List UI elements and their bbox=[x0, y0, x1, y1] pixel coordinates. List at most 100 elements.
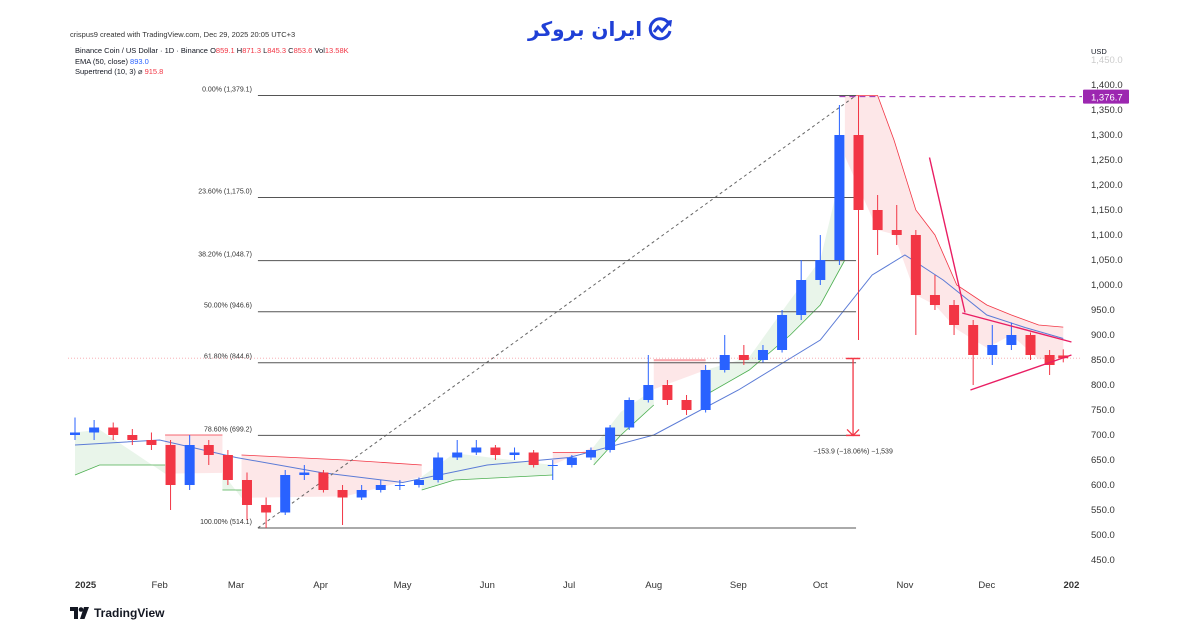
supertrend-line-3 bbox=[241, 454, 422, 466]
candle-body bbox=[929, 295, 940, 305]
price-tick-label: 700.0 bbox=[1091, 430, 1115, 441]
candle-body bbox=[127, 435, 138, 440]
close-label: C bbox=[288, 46, 294, 55]
candle-body bbox=[700, 370, 711, 410]
fib-level-label: 38.20% (1,048.7) bbox=[198, 252, 252, 259]
candle-body bbox=[910, 235, 921, 295]
supertrend-row[interactable]: Supertrend (10, 3) ⌀ 915.8 bbox=[75, 67, 349, 78]
price-tick-label: 500.0 bbox=[1091, 530, 1115, 541]
supertrend-fill-9 bbox=[844, 95, 1064, 360]
candle-body bbox=[528, 452, 539, 465]
ema-value: 893.0 bbox=[130, 56, 149, 66]
price-tick-label: 650.0 bbox=[1091, 455, 1115, 466]
time-tick-label: Dec bbox=[978, 580, 995, 591]
supertrend-line-9 bbox=[844, 95, 1064, 328]
fib-level-label: 61.80% (844.6) bbox=[204, 354, 252, 361]
price-tick-label: 550.0 bbox=[1091, 505, 1115, 516]
candle-body bbox=[184, 445, 195, 485]
candle-body bbox=[1006, 335, 1017, 345]
price-tick-label: 850.0 bbox=[1091, 355, 1115, 366]
open-label: O bbox=[210, 46, 216, 55]
candle-body bbox=[394, 485, 405, 486]
price-tick-label: 1,300.0 bbox=[1091, 130, 1123, 141]
ema-row[interactable]: EMA (50, close) 893.0 bbox=[75, 57, 349, 68]
candle-body bbox=[643, 385, 654, 400]
supertrend-label: Supertrend (10, 3) bbox=[75, 67, 136, 76]
candle-body bbox=[547, 465, 558, 466]
candle-body bbox=[719, 355, 730, 370]
currency-label[interactable]: USD bbox=[1091, 47, 1107, 56]
candle-body bbox=[585, 450, 596, 458]
candle-body bbox=[413, 480, 424, 485]
tradingview-icon bbox=[70, 607, 89, 619]
time-tick-label: Aug bbox=[645, 580, 662, 591]
candle-body bbox=[108, 427, 119, 435]
supertrend-fill-3 bbox=[241, 455, 422, 498]
price-axis[interactable] bbox=[1080, 40, 1136, 600]
low-value: 845.3 bbox=[267, 46, 287, 55]
candle-body bbox=[949, 305, 960, 325]
fib-level-label: 78.60% (699.2) bbox=[204, 426, 252, 433]
price-tick-label: 1,450.0 bbox=[1091, 55, 1123, 66]
time-tick-label: Mar bbox=[228, 580, 244, 591]
candle-body bbox=[605, 427, 616, 450]
supertrend-line-8 bbox=[705, 259, 846, 396]
candle-body bbox=[509, 452, 520, 455]
candle-body bbox=[280, 475, 291, 513]
candle-body bbox=[490, 447, 501, 455]
price-tick-label: 900.0 bbox=[1091, 330, 1115, 341]
trendline-triangle-upper bbox=[962, 312, 1072, 343]
symbol-name[interactable]: Binance Coin / US Dollar · 1D · Binance bbox=[75, 46, 208, 55]
candle-body bbox=[681, 400, 692, 410]
candle-body bbox=[1044, 355, 1055, 365]
fib-level-label: 0.00% (1,379.1) bbox=[202, 86, 252, 93]
candle-body bbox=[1025, 335, 1036, 355]
chart-credit: crispus9 created with TradingView.com, D… bbox=[70, 30, 296, 39]
supertrend-symbol: ⌀ bbox=[137, 67, 143, 76]
price-tick-label: 1,250.0 bbox=[1091, 155, 1123, 166]
ema-label: EMA (50, close) bbox=[75, 56, 128, 66]
candle-body bbox=[796, 280, 807, 315]
open-value: 859.1 bbox=[215, 46, 235, 55]
price-tick-label: 600.0 bbox=[1091, 480, 1115, 491]
candle-body bbox=[815, 260, 826, 280]
time-tick-label: Nov bbox=[896, 580, 913, 591]
candle-body bbox=[471, 447, 482, 453]
supertrend-fill-7 bbox=[653, 360, 706, 390]
logo-text: ایران بروکر bbox=[528, 17, 643, 41]
fib-level-label: 23.60% (1,175.0) bbox=[198, 189, 252, 196]
price-tick-label: 1,200.0 bbox=[1091, 180, 1123, 191]
chart-trend-circle-icon bbox=[648, 17, 673, 41]
time-tick-label: 2025 bbox=[75, 580, 97, 591]
candle-body bbox=[662, 385, 673, 400]
price-tick-label: 1,350.0 bbox=[1091, 105, 1123, 116]
price-tick-label: 450.0 bbox=[1091, 555, 1115, 566]
candle-body bbox=[356, 490, 367, 498]
price-tick-label: 1,000.0 bbox=[1091, 280, 1123, 291]
time-tick-label: Feb bbox=[151, 580, 167, 591]
price-marker-box bbox=[1083, 89, 1129, 104]
time-tick-label: Oct bbox=[813, 580, 828, 591]
candle-body bbox=[987, 345, 998, 355]
price-tick-label: 1,400.0 bbox=[1091, 80, 1123, 91]
measure-label: −153.9 (−18.06%) −1,539 bbox=[813, 448, 893, 455]
high-value: 871.3 bbox=[242, 46, 261, 55]
price-tick-label: 800.0 bbox=[1091, 380, 1115, 391]
candle-body bbox=[891, 230, 902, 235]
candle-body bbox=[337, 490, 348, 498]
time-tick-label: Jul bbox=[563, 580, 575, 591]
price-marker-label: 1,376.7 bbox=[1091, 93, 1123, 104]
candle-body bbox=[299, 472, 310, 475]
tradingview-brand: TradingView bbox=[94, 606, 165, 620]
candle-body bbox=[241, 480, 252, 505]
supertrend-line-0 bbox=[74, 464, 166, 476]
chart-legend: Binance Coin / US Dollar · 1D · Binance … bbox=[75, 46, 349, 78]
trendline-triangle-lower bbox=[970, 354, 1072, 391]
candle-body bbox=[70, 432, 80, 435]
candle-body bbox=[146, 440, 157, 445]
time-tick-label: May bbox=[394, 580, 412, 591]
tradingview-logo[interactable]: TradingView bbox=[70, 606, 164, 620]
symbol-row: Binance Coin / US Dollar · 1D · Binance … bbox=[75, 46, 349, 57]
candle-body bbox=[834, 135, 845, 260]
